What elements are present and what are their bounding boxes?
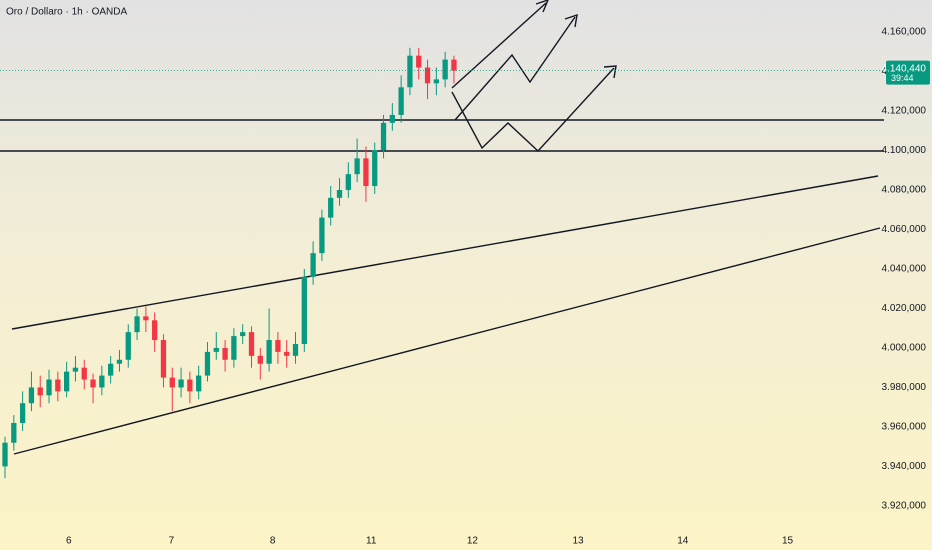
candle-body — [143, 316, 149, 321]
candle-body — [37, 387, 43, 396]
candle-body — [72, 367, 79, 372]
candle-body — [152, 320, 158, 341]
y-tick-label: 4.160,000 — [882, 27, 927, 38]
candle-body — [99, 375, 105, 388]
candle-body — [2, 442, 8, 467]
y-tick-label: 4.060,000 — [882, 224, 927, 235]
arrow-head — [535, 0, 549, 13]
y-tick-label: 4.000,000 — [882, 343, 927, 354]
chart-title: Oro / Dollaro · 1h · OANDA — [6, 7, 127, 18]
arrow-path — [451, 67, 615, 152]
candle-body — [187, 379, 193, 392]
candle-body — [116, 359, 123, 364]
candle-body — [416, 55, 422, 68]
y-tick-label: 3.920,000 — [882, 501, 927, 512]
candle-body — [284, 351, 290, 356]
x-tick-label: 15 — [782, 536, 794, 547]
trend-line — [13, 227, 881, 455]
candle-body — [266, 340, 272, 364]
candle-body — [372, 150, 378, 187]
x-tick-label: 14 — [677, 536, 689, 547]
candle-body — [433, 79, 439, 84]
candle-body — [407, 55, 413, 88]
candle-body — [345, 174, 351, 190]
arrow-path — [454, 16, 576, 121]
x-tick-label: 13 — [573, 536, 585, 547]
y-tick-label: 4.080,000 — [882, 185, 927, 196]
candle-body — [169, 377, 175, 388]
y-tick-label: 3.980,000 — [882, 382, 927, 393]
candle-body — [248, 332, 255, 356]
candle-body — [204, 351, 211, 376]
candle-body — [81, 367, 87, 380]
candle-body — [336, 189, 343, 198]
candle-body — [46, 379, 52, 396]
candle-body — [398, 87, 404, 115]
y-tick-label: 4.040,000 — [882, 264, 927, 275]
candle-body — [354, 158, 360, 175]
candle-body — [11, 422, 17, 443]
y-tick-label: 3.960,000 — [882, 422, 927, 433]
candle-body — [451, 59, 457, 71]
y-tick-label: 4.100,000 — [882, 145, 927, 156]
arrow-head — [603, 65, 617, 79]
last-price-label: 4.140,440 — [882, 63, 927, 74]
x-tick-label: 7 — [169, 536, 175, 547]
candle-body — [310, 253, 316, 277]
candle-body — [240, 332, 246, 337]
candle-body — [196, 375, 202, 392]
arrow-path — [451, 2, 547, 89]
candle-body — [28, 387, 35, 404]
last-price-box — [886, 60, 930, 85]
candle-body — [19, 403, 26, 423]
countdown: 39:44 — [891, 73, 914, 83]
x-tick-label: 12 — [467, 536, 479, 547]
x-tick-label: 6 — [66, 536, 72, 547]
y-tick-label: 4.120,000 — [882, 106, 927, 117]
candle-body — [363, 158, 369, 187]
candle-body — [160, 340, 167, 378]
candle-body — [63, 371, 70, 392]
candle-body — [125, 332, 131, 360]
trend-line — [11, 175, 879, 330]
candle-body — [178, 379, 184, 388]
candle-body — [213, 347, 219, 352]
candle-body — [380, 122, 387, 151]
candle-body — [257, 355, 263, 364]
candle-body — [275, 340, 281, 352]
y-tick-label: 4.020,000 — [882, 303, 927, 314]
candle-body — [389, 114, 395, 123]
candle-body — [90, 379, 96, 388]
candle-body — [328, 197, 334, 218]
candle-body — [222, 347, 228, 360]
candle-body — [424, 67, 431, 84]
candle-body — [134, 316, 140, 333]
x-tick-label: 8 — [270, 536, 276, 547]
x-tick-label: 11 — [366, 536, 377, 547]
y-tick-label: 3.940,000 — [882, 461, 927, 472]
candle-body — [108, 363, 114, 376]
drawings — [0, 0, 884, 455]
candle-body — [442, 59, 448, 80]
candle-body — [301, 276, 307, 344]
candle-body — [231, 336, 237, 360]
candle-body — [55, 379, 61, 392]
candle-body — [292, 343, 299, 356]
candle-body — [319, 217, 325, 254]
arrow-head — [564, 13, 578, 28]
